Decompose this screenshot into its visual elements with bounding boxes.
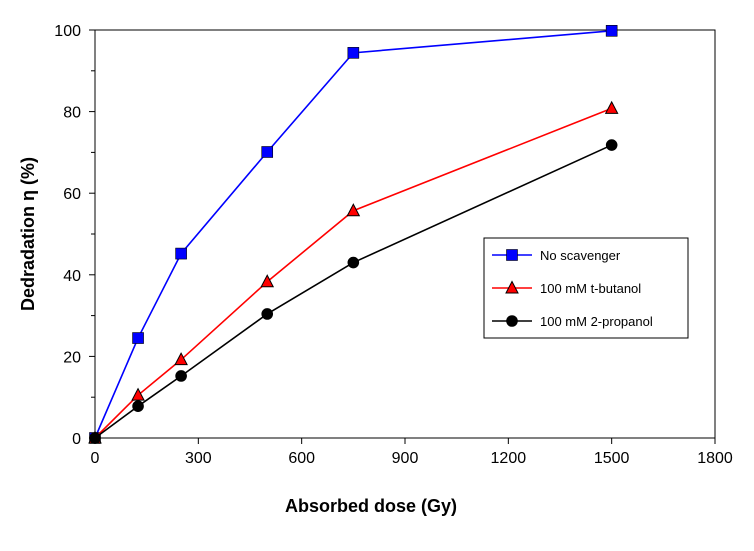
x-tick-label: 900 — [392, 450, 419, 467]
x-tick-label: 0 — [91, 450, 100, 467]
y-tick-label: 40 — [63, 268, 81, 285]
data-point — [175, 370, 187, 382]
legend: No scavenger 100 mM t-butanol 100 mM 2-pro… — [483, 237, 689, 339]
plot-area — [94, 29, 716, 439]
y-axis: 0 20 40 60 80 100 — [54, 23, 95, 448]
data-point — [347, 256, 360, 269]
series-circle — [89, 139, 618, 444]
x-axis-title: Absorbed dose (Gy) — [285, 496, 457, 516]
legend-marker — [506, 249, 518, 261]
y-tick-label: 20 — [63, 349, 81, 366]
series-layer — [88, 25, 619, 444]
legend-marker — [505, 280, 519, 294]
data-point — [605, 139, 618, 151]
series-line — [94, 144, 612, 439]
legend-label: 100 mM t-butanol — [540, 281, 641, 296]
data-point — [346, 203, 361, 217]
x-tick-label: 1800 — [697, 450, 733, 467]
data-point — [132, 400, 144, 412]
data-point — [605, 25, 618, 37]
data-point — [89, 432, 101, 444]
legend-label: No scavenger — [540, 248, 621, 263]
y-tick-label: 100 — [54, 23, 81, 40]
x-tick-label: 1200 — [491, 450, 527, 467]
series-line — [94, 107, 612, 439]
data-point — [347, 47, 360, 59]
data-point — [260, 274, 275, 288]
data-point — [175, 247, 187, 260]
y-tick-label: 0 — [72, 431, 81, 448]
legend-item: 100 mM t-butanol — [492, 280, 641, 296]
x-tick-label: 600 — [288, 450, 315, 467]
legend-item: 100 mM 2-propanol — [492, 314, 653, 329]
data-point — [261, 308, 274, 320]
y-axis-title: Dedradation η (%) — [18, 157, 38, 311]
y-tick-label: 60 — [63, 186, 81, 203]
legend-marker — [506, 315, 518, 327]
y-tick-label: 80 — [63, 105, 81, 122]
x-axis: 0 300 600 900 1200 1500 1800 — [91, 438, 733, 467]
data-point — [604, 100, 619, 114]
x-tick-label: 1500 — [594, 450, 630, 467]
data-point — [261, 146, 274, 158]
x-tick-label: 300 — [185, 450, 212, 467]
series-square — [89, 25, 618, 444]
legend-item: No scavenger — [492, 248, 621, 263]
legend-label: 100 mM 2-propanol — [540, 314, 653, 329]
data-point — [131, 387, 145, 401]
series-line — [94, 30, 612, 439]
data-point — [174, 352, 188, 366]
data-point — [132, 332, 144, 344]
